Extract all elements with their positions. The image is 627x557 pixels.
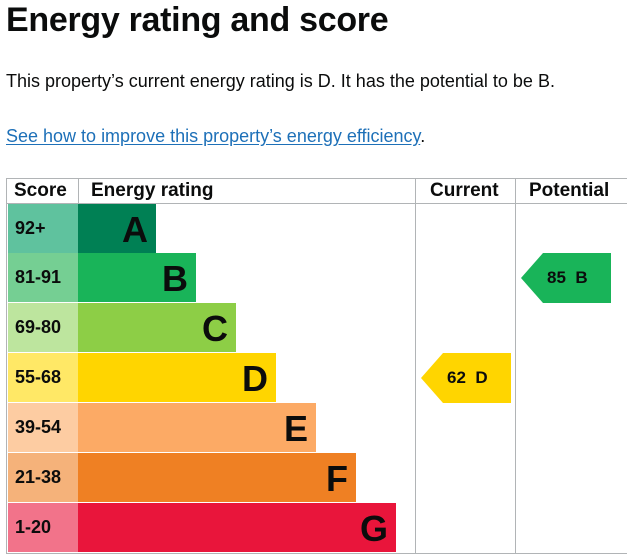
potential-arrow-fill [521, 253, 611, 303]
current-arrow-fill [421, 353, 511, 403]
rating-band-d: D [78, 353, 276, 402]
band-letter-c: C [202, 308, 228, 349]
band-letter-b: B [162, 258, 188, 299]
table-bottom-border [6, 553, 627, 554]
header-current: Current [430, 180, 499, 201]
score-cell-c: 69-80 [8, 303, 78, 352]
potential-rating-label: 85 B [547, 268, 588, 287]
improve-efficiency-link[interactable]: See how to improve this property’s energ… [6, 126, 421, 146]
table-top-border [6, 178, 627, 179]
current-rating-arrow: 62 D [421, 353, 511, 403]
score-cell-f: 21-38 [8, 453, 78, 502]
potential-rating-arrow: 85 B [521, 253, 611, 303]
rating-summary-text: This property’s current energy rating is… [6, 71, 555, 91]
current-column-divider [415, 178, 416, 554]
score-column-divider [78, 178, 79, 203]
page-title: Energy rating and score [6, 1, 389, 39]
improve-link-paragraph: See how to improve this property’s energ… [6, 124, 425, 148]
rating-band-a: A [78, 204, 156, 253]
rating-band-c: C [78, 303, 236, 352]
current-rating-label: 62 D [447, 368, 488, 387]
band-letter-g: G [359, 508, 388, 549]
header-energy-rating: Energy rating [91, 180, 214, 201]
score-cell-d: 55-68 [8, 353, 78, 402]
header-score: Score [14, 180, 67, 201]
rating-band-e: E [78, 403, 316, 452]
rating-band-f: F [78, 453, 356, 502]
rating-band-g: G [78, 503, 396, 552]
link-suffix: . [420, 126, 426, 146]
score-cell-b: 81-91 [8, 253, 78, 302]
header-potential: Potential [529, 180, 610, 201]
rating-band-b: B [78, 253, 196, 302]
score-cell-g: 1-20 [8, 503, 78, 552]
score-cell-a: 92+ [8, 204, 78, 253]
band-letter-d: D [242, 358, 268, 399]
table-left-border [6, 178, 7, 554]
current-arrow-shape [421, 353, 511, 403]
header-bottom-border [6, 203, 627, 204]
potential-column-divider [515, 178, 516, 554]
band-letter-e: E [283, 408, 308, 449]
potential-arrow-shape [521, 253, 611, 303]
band-letter-a: A [122, 209, 148, 250]
band-letter-f: F [326, 458, 348, 499]
score-cell-e: 39-54 [8, 403, 78, 452]
